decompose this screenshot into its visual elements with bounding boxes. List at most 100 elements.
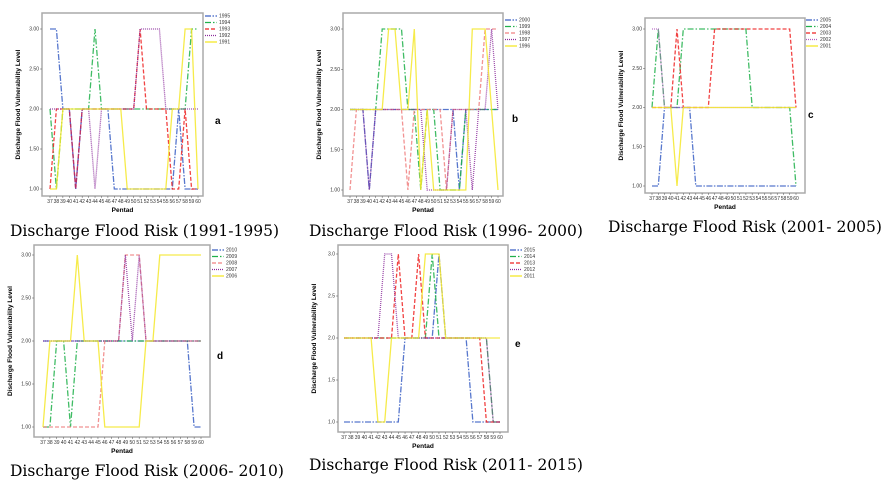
x-tick-label: 45 [95,440,101,446]
chart-b: 1.00 1.50 2.00 2.50 3.00 37 38 39 40 41 42 43 44 45 46… [316,12,530,214]
x-tick-label: 60 [497,435,503,441]
x-tick-label: 51 [737,196,743,202]
x-tick-label: 58 [482,199,488,205]
x-tick-label: 57 [176,199,182,205]
y-tick-label: 2.0 [328,336,335,342]
x-tick-label: 57 [476,199,482,205]
x-tick-label: 52 [743,196,749,202]
legend-label-1998: 1998 [519,31,530,37]
x-tick-label: 44 [389,435,395,441]
x-tick-label: 42 [79,199,85,205]
caption-d: Discharge Flood Risk (2006- 2010) [10,462,284,480]
x-tick-label: 57 [774,196,780,202]
plot-frame [41,12,204,197]
y-tick-label: 1.00 [29,187,39,193]
x-tick-label: 57 [477,435,483,441]
y-axis-label: Discharge Flood Vulnerability Level [15,49,22,159]
x-tick-label: 42 [75,440,81,446]
x-tick-label: 40 [367,199,373,205]
x-tick-label: 43 [81,440,87,446]
x-tick-label: 52 [143,440,149,446]
x-tick-label: 44 [88,440,94,446]
y-tick-label: 1.50 [330,147,340,153]
series-line-2001 [652,106,796,187]
panel-label: d [217,351,223,362]
x-tick-label: 41 [68,440,74,446]
y-tick-label: 1.00 [21,425,31,431]
series-line-1991 [50,28,199,190]
caption-b: Discharge Flood Risk (1996- 2000) [309,222,583,240]
x-tick-label: 56 [470,435,476,441]
legend-label-1997: 1997 [519,37,530,43]
x-tick-label: 58 [184,440,190,446]
x-tick-label: 38 [47,440,53,446]
caption-a: Discharge Flood Risk (1991-1995) [10,222,280,240]
x-tick-label: 53 [450,199,456,205]
y-tick-label: 3.00 [632,27,642,33]
x-tick-label: 37 [649,196,655,202]
x-tick-label: 54 [157,199,163,205]
y-tick-label: 2.5 [328,294,335,300]
x-tick-label: 45 [99,199,105,205]
legend-label-2012: 2012 [524,267,535,273]
y-tick-label: 2.00 [21,339,31,345]
x-axis-label: Pentad [112,207,134,214]
x-tick-label: 51 [437,199,443,205]
x-tick-label: 58 [484,435,490,441]
x-tick-label: 45 [399,199,405,205]
x-tick-label: 50 [429,435,435,441]
x-tick-label: 40 [67,199,73,205]
y-tick-label: 2.00 [330,107,340,113]
x-tick-label: 45 [699,196,705,202]
caption-c: Discharge Flood Risk (2001- 2005) [608,218,881,236]
legend-label-2005: 2005 [820,18,831,24]
chart-a: 1.00 1.50 2.00 2.50 3.00 37 38 39 40 41 42 43 44 45 46… [15,12,230,214]
x-tick-label: 49 [123,440,129,446]
x-tick-label: 41 [368,435,374,441]
x-tick-label: 52 [444,199,450,205]
x-tick-label: 39 [360,199,366,205]
series-line-2011 [344,253,500,423]
x-tick-label: 49 [423,435,429,441]
y-axis-label: Discharge Flood Vulnerability Level [311,283,318,393]
x-tick-label: 51 [137,199,143,205]
x-tick-label: 42 [379,199,385,205]
x-tick-label: 51 [436,435,442,441]
x-tick-label: 41 [73,199,79,205]
x-tick-label: 59 [787,196,793,202]
x-tick-label: 56 [171,440,177,446]
legend-label-2011: 2011 [524,274,535,280]
x-tick-label: 60 [495,199,501,205]
x-tick-label: 58 [781,196,787,202]
panel-label: e [515,339,521,350]
plot-frame [644,17,806,194]
legend-label-2004: 2004 [820,24,831,30]
x-tick-label: 44 [693,196,699,202]
x-tick-label: 38 [348,435,354,441]
y-tick-label: 3.0 [328,252,335,258]
y-tick-label: 3.00 [21,253,31,259]
x-tick-label: 48 [418,199,424,205]
x-tick-label: 40 [362,435,368,441]
x-tick-label: 43 [687,196,693,202]
x-tick-label: 42 [681,196,687,202]
x-tick-label: 41 [674,196,680,202]
y-tick-label: 2.50 [21,296,31,302]
x-tick-label: 39 [355,435,361,441]
x-axis-label: Pentad [412,443,434,450]
legend-label-1994: 1994 [219,20,230,26]
x-tick-label: 39 [60,199,66,205]
y-tick-label: 3.00 [29,27,39,33]
x-tick-label: 46 [102,440,108,446]
legend-label-2007: 2007 [226,267,237,273]
x-tick-label: 52 [443,435,449,441]
series-line-1996 [350,28,499,191]
x-tick-label: 37 [47,199,53,205]
y-tick-label: 2.00 [29,107,39,113]
x-tick-label: 38 [54,199,60,205]
x-tick-label: 47 [412,199,418,205]
x-tick-label: 59 [489,199,495,205]
x-tick-label: 40 [668,196,674,202]
x-tick-label: 37 [40,440,46,446]
